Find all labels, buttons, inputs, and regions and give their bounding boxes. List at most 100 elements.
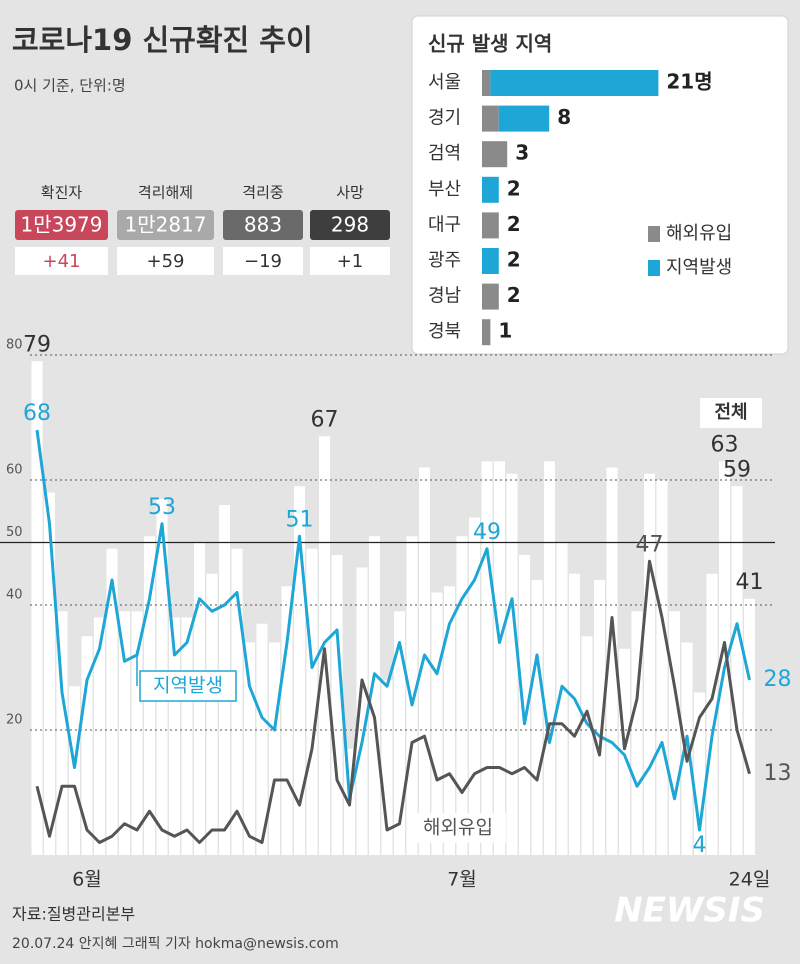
value-label: 49	[473, 520, 501, 545]
bar	[744, 598, 755, 855]
series-tag: 해외유입	[423, 817, 493, 839]
bar	[231, 548, 243, 855]
region-label: 부산	[428, 179, 461, 200]
bar	[431, 592, 443, 855]
value-label: 59	[723, 457, 751, 482]
line	[35, 559, 751, 844]
legend-swatch	[648, 260, 660, 276]
stat-change: +41	[43, 251, 81, 272]
bar	[394, 611, 405, 855]
bar	[656, 480, 668, 855]
series-tag-box	[700, 398, 762, 428]
bar	[31, 361, 43, 855]
bar-segment	[482, 176, 499, 203]
x-tick-label: 7월	[447, 869, 477, 891]
value-label: 63	[711, 432, 739, 457]
bar	[281, 586, 293, 855]
bar	[669, 611, 680, 855]
y-tick-label: 40	[6, 588, 23, 603]
region-label: 경남	[428, 286, 461, 307]
total-label: 8	[557, 105, 571, 129]
x-tick-label: 24일	[729, 869, 771, 891]
value-label: 28	[764, 667, 792, 692]
bar	[481, 461, 493, 855]
bar	[694, 692, 705, 855]
change-box	[310, 247, 390, 275]
total-label: 2	[507, 176, 521, 200]
stat-box	[15, 210, 108, 240]
stat-total: 298	[331, 213, 369, 237]
region-label: 서울	[428, 72, 461, 93]
x-tick-label: 6월	[72, 869, 102, 891]
bar	[419, 467, 430, 855]
bar	[519, 555, 530, 855]
bar	[594, 580, 605, 855]
bar	[256, 623, 268, 855]
total-label: 2	[507, 283, 521, 307]
inset-panel	[411, 15, 789, 355]
value-label: 67	[311, 407, 339, 432]
logo: NEWSIS	[614, 891, 765, 931]
bar	[544, 461, 555, 855]
change-box	[223, 247, 303, 275]
bar	[469, 517, 480, 855]
bar	[356, 567, 368, 855]
change-box	[15, 247, 108, 275]
bar	[681, 642, 693, 855]
series-tag: 지역발생	[153, 675, 223, 697]
series-tag-box	[139, 670, 237, 702]
bar	[556, 542, 568, 855]
bar	[244, 642, 255, 855]
subtitle: 0시 기준, 단위:명	[14, 77, 126, 95]
bar-segment	[482, 105, 499, 132]
y-tick-label: 20	[6, 713, 23, 728]
bar	[169, 617, 180, 855]
bar	[706, 573, 718, 855]
y-tick-label: 80	[6, 338, 23, 353]
value-label: 41	[736, 570, 764, 595]
total-label: 2	[507, 212, 521, 236]
bar-segment	[482, 248, 499, 274]
total-label: 3	[515, 141, 529, 165]
stat-box	[223, 210, 303, 240]
region-label: 광주	[428, 250, 461, 271]
bar	[731, 486, 743, 855]
bar	[444, 586, 455, 855]
y-tick-label: 50	[6, 525, 23, 540]
bar	[81, 636, 93, 855]
stat-change: +1	[337, 251, 364, 272]
bar	[306, 548, 318, 855]
bar-segment	[490, 70, 659, 96]
bar	[294, 486, 305, 855]
bar	[181, 617, 193, 855]
bar	[56, 611, 68, 855]
bar-segment	[498, 105, 550, 132]
bar-segment	[482, 70, 491, 96]
legend-label: 지역발생	[666, 257, 732, 278]
bar-segment	[482, 283, 499, 310]
bar	[569, 573, 580, 855]
bar	[94, 617, 105, 855]
bar	[106, 548, 118, 855]
bar	[644, 473, 655, 855]
line	[35, 429, 751, 832]
region-label: 경북	[428, 321, 461, 342]
stat-label: 사망	[336, 184, 364, 202]
stat-label: 격리해제	[138, 184, 193, 202]
bar-segment	[482, 319, 491, 346]
bar	[619, 648, 630, 855]
bar	[494, 461, 505, 855]
legend-label: 해외유입	[666, 223, 732, 244]
stat-label: 확진자	[41, 184, 83, 202]
value-label: 53	[148, 495, 176, 520]
series-tag-box	[410, 813, 506, 843]
value-label: 68	[23, 401, 51, 426]
stats: 확진자 1만3979 +41 격리해제 1만2817 +59 격리중 883 −19 사망 298 +…	[15, 184, 390, 275]
stat-label: 격리중	[242, 184, 283, 202]
bar	[456, 536, 468, 855]
bar	[206, 573, 218, 855]
source: 자료:질병관리본부	[12, 905, 135, 924]
region-label: 대구	[428, 214, 461, 235]
value-label: 51	[286, 507, 314, 532]
